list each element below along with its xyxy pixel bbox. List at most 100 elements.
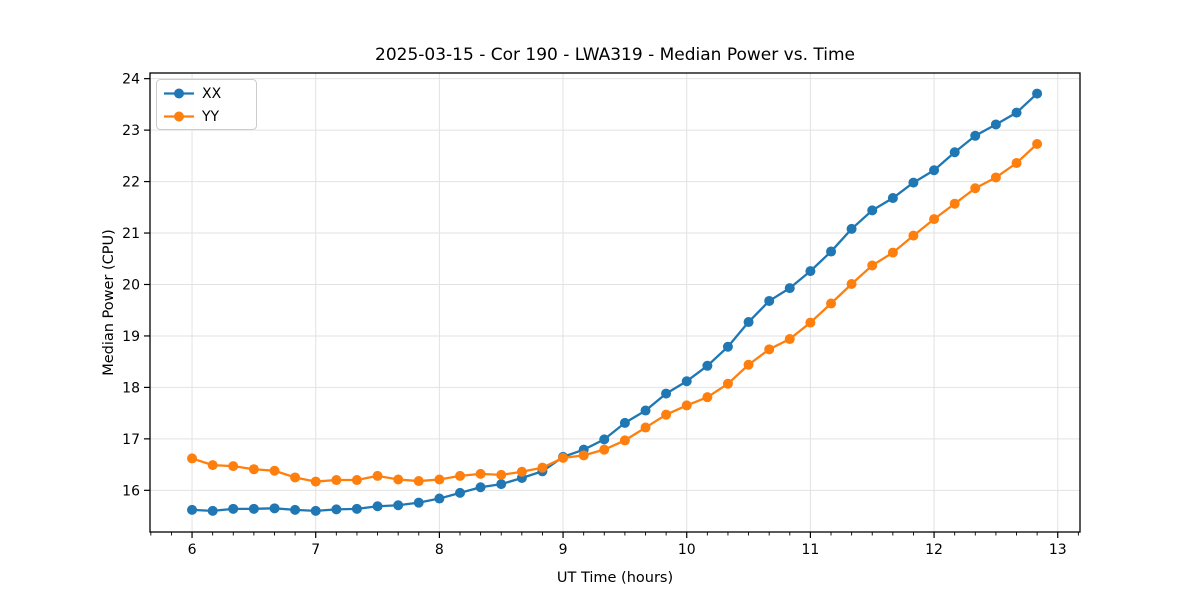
x-tick-label: 11: [801, 542, 819, 558]
series-yy: [187, 139, 1043, 487]
data-point-marker: [331, 475, 342, 486]
data-point-marker: [826, 246, 837, 257]
x-tick-label: 9: [559, 542, 568, 558]
legend-label-yy: YY: [201, 109, 220, 125]
data-point-marker: [867, 260, 878, 271]
data-point-marker: [702, 360, 713, 371]
data-point-marker: [1011, 158, 1022, 169]
data-point-marker: [949, 147, 960, 158]
data-point-marker: [826, 298, 837, 309]
data-point-marker: [929, 214, 940, 225]
y-tick-label: 20: [122, 277, 140, 293]
data-point-marker: [908, 177, 919, 188]
data-point-marker: [269, 465, 280, 476]
data-point-marker: [599, 444, 610, 455]
data-point-marker: [413, 476, 424, 487]
data-point-marker: [887, 247, 898, 258]
data-point-marker: [640, 405, 651, 416]
data-point-marker: [578, 450, 589, 461]
data-point-marker: [496, 479, 507, 490]
data-point-marker: [681, 376, 692, 387]
y-tick-label: 21: [122, 226, 140, 242]
data-point-marker: [619, 435, 630, 446]
y-tick-label: 18: [122, 380, 140, 396]
data-point-marker: [187, 453, 198, 464]
data-point-marker: [351, 475, 362, 486]
legend: XX YY: [156, 79, 257, 130]
x-axis-label: UT Time (hours): [557, 570, 673, 586]
data-point-marker: [764, 295, 775, 306]
data-point-marker: [599, 434, 610, 445]
legend-marker-xx: [174, 88, 184, 99]
legend-marker-yy: [174, 111, 184, 122]
data-point-marker: [290, 504, 301, 515]
data-point-marker: [743, 359, 754, 370]
data-point-marker: [207, 505, 218, 516]
data-point-marker: [661, 388, 672, 399]
legend-label-xx: XX: [202, 86, 222, 102]
data-point-marker: [475, 468, 486, 479]
data-point-marker: [722, 341, 733, 352]
data-point-marker: [846, 278, 857, 289]
data-point-marker: [496, 469, 507, 480]
data-point-marker: [393, 474, 404, 485]
data-point-marker: [743, 317, 754, 328]
chart-title: 2025-03-15 - Cor 190 - LWA319 - Median P…: [375, 45, 855, 65]
data-point-marker: [351, 503, 362, 514]
data-point-marker: [434, 493, 445, 504]
data-point-marker: [970, 183, 981, 194]
data-point-marker: [661, 409, 672, 420]
data-point-marker: [372, 501, 383, 512]
data-point-marker: [722, 378, 733, 389]
data-point-marker: [475, 482, 486, 493]
data-point-marker: [248, 464, 259, 475]
data-point-marker: [619, 417, 630, 428]
data-point-marker: [929, 165, 940, 176]
data-point-marker: [558, 452, 569, 463]
data-point-marker: [908, 230, 919, 241]
data-point-marker: [248, 503, 259, 514]
data-point-marker: [640, 422, 651, 433]
data-point-marker: [228, 503, 239, 514]
data-point-marker: [784, 283, 795, 294]
axes-spines: [149, 72, 1081, 533]
y-tick-label: 24: [122, 72, 140, 88]
plot-area: [150, 73, 1080, 532]
x-tick-label: 12: [925, 542, 943, 558]
grid-layer: [150, 73, 1080, 532]
y-tick-label: 22: [122, 175, 140, 191]
data-point-marker: [1032, 88, 1043, 99]
y-tick-label: 23: [122, 123, 140, 139]
data-point-marker: [1032, 139, 1043, 150]
x-tick-label: 8: [435, 542, 444, 558]
data-point-marker: [207, 460, 218, 471]
data-point-marker: [434, 474, 445, 485]
data-point-marker: [970, 130, 981, 141]
data-point-marker: [1011, 107, 1022, 118]
y-tick-label: 17: [122, 432, 140, 448]
data-point-marker: [269, 503, 280, 514]
data-point-marker: [516, 466, 527, 477]
data-point-marker: [372, 470, 383, 481]
data-point-marker: [393, 500, 404, 511]
data-point-marker: [455, 487, 466, 498]
data-point-marker: [949, 198, 960, 209]
y-tick-label: 19: [122, 329, 140, 345]
y-axis-label: Median Power (CPU): [101, 229, 117, 376]
data-point-marker: [867, 205, 878, 216]
data-point-marker: [413, 497, 424, 508]
series-layer: [187, 88, 1043, 516]
data-point-marker: [310, 505, 321, 516]
data-point-marker: [990, 172, 1001, 183]
x-tick-label: 7: [311, 542, 320, 558]
data-point-marker: [805, 266, 816, 277]
data-point-marker: [537, 462, 548, 473]
data-point-marker: [990, 119, 1001, 130]
tick-layer: 6 7 8 9 10 11 12 13 16 17 18 19 20 21 22 23 24: [122, 72, 1079, 558]
data-point-marker: [681, 400, 692, 411]
data-point-marker: [784, 334, 795, 345]
data-point-marker: [846, 223, 857, 234]
data-point-marker: [187, 504, 198, 515]
data-point-marker: [702, 392, 713, 403]
